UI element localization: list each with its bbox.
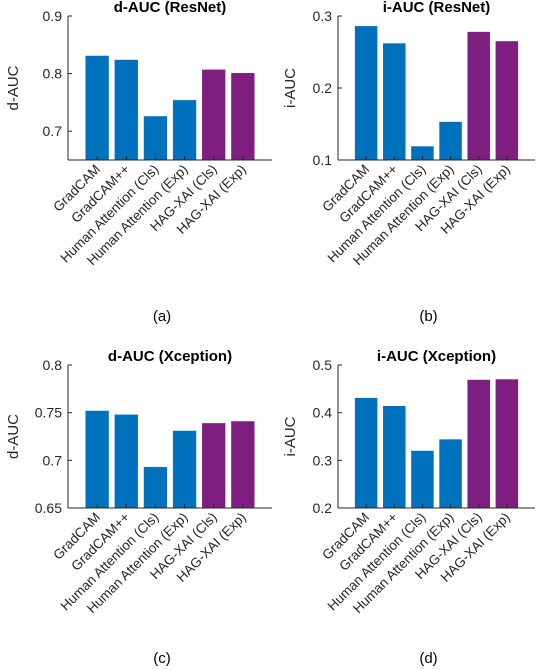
bar [85,55,109,160]
bar [231,73,255,160]
bar [467,31,490,161]
bar [114,414,138,508]
bar [467,379,490,508]
chart-title: d-AUC (ResNet) [114,0,227,16]
bar [439,439,462,508]
y-axis-label: i-AUC [282,416,299,456]
panel-caption: (d) [419,650,437,667]
y-tick-label: 0.2 [313,500,333,516]
y-tick-label: 0.3 [313,452,333,468]
bar [202,69,226,160]
y-tick-label: 0.7 [43,123,63,139]
panel-caption: (b) [419,308,437,325]
y-tick-label: 0.7 [43,452,63,468]
bar [495,41,519,161]
chart-title: i-AUC (ResNet) [383,0,491,16]
chart-title: i-AUC (Xception) [377,348,496,365]
y-tick-label: 0.2 [313,80,333,96]
bar [231,421,255,508]
y-tick-label: 0.8 [43,357,63,373]
y-tick-label: 0.8 [43,66,63,82]
y-tick-label: 0.1 [313,152,333,168]
y-tick-label: 0.65 [35,500,62,516]
y-tick-label: 0.75 [35,405,62,421]
bar [411,450,434,508]
chart-panel-2: i-AUC (ResNet)0.10.20.3GradCAMGradCAM++H… [282,0,535,325]
bar [114,59,138,160]
bar [411,146,434,160]
panel-caption: (c) [153,650,171,667]
y-tick-label: 0.9 [43,8,63,24]
bar [383,43,406,160]
bar [143,467,168,508]
panel-caption: (a) [153,308,171,325]
bar [143,116,168,160]
bar [354,397,378,508]
bar [202,423,226,508]
chart-panel-4: i-AUC (Xception)0.20.30.40.5GradCAMGradC… [282,348,535,667]
bar [383,405,406,508]
chart-title: d-AUC (Xception) [108,348,232,365]
y-tick-label: 0.3 [313,8,333,24]
y-tick-label: 0.4 [313,405,333,421]
y-axis-label: d-AUC [5,414,22,459]
bar [354,26,378,160]
chart-panel-1: d-AUC (ResNet)0.70.80.9GradCAMGradCAM++H… [5,0,272,325]
bar [439,121,462,160]
y-tick-label: 0.5 [313,357,333,373]
bar [172,430,197,508]
bar [85,410,109,508]
chart-panel-3: d-AUC (Xception)0.650.70.750.8GradCAMGra… [5,348,272,667]
y-axis-label: i-AUC [282,68,299,108]
bar [172,100,197,160]
y-axis-label: d-AUC [5,65,22,110]
bar [495,379,519,508]
